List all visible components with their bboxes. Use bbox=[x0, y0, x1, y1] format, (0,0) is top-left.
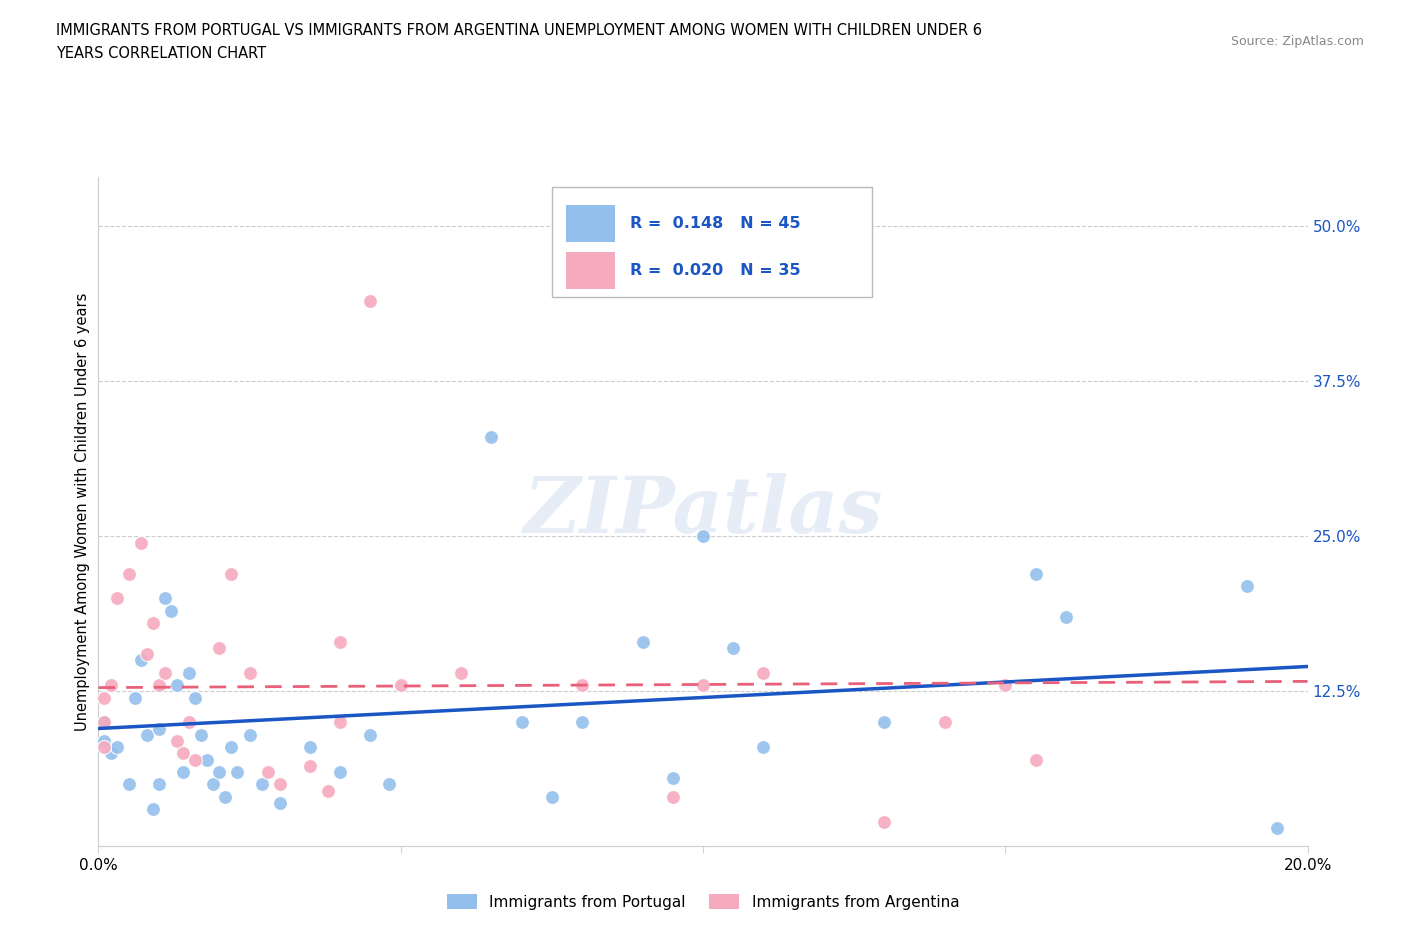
Point bbox=[214, 790, 236, 804]
Point bbox=[142, 802, 165, 817]
Point bbox=[1024, 752, 1046, 767]
Point bbox=[93, 690, 115, 705]
Point bbox=[299, 758, 322, 773]
Point bbox=[299, 739, 322, 754]
Point bbox=[129, 653, 152, 668]
Point bbox=[571, 715, 593, 730]
Point bbox=[118, 777, 141, 791]
Point bbox=[129, 535, 152, 550]
Point bbox=[179, 715, 201, 730]
Text: R =  0.020   N = 35: R = 0.020 N = 35 bbox=[630, 263, 801, 278]
Point bbox=[93, 715, 115, 730]
Point bbox=[752, 665, 775, 680]
Point bbox=[329, 715, 352, 730]
Point bbox=[360, 727, 382, 742]
Point bbox=[540, 790, 562, 804]
Point bbox=[269, 795, 291, 810]
Point bbox=[93, 734, 115, 749]
Point bbox=[994, 678, 1017, 693]
Point bbox=[1236, 578, 1258, 593]
Point bbox=[148, 678, 170, 693]
Point bbox=[221, 739, 243, 754]
Point bbox=[329, 634, 352, 649]
Point bbox=[481, 430, 503, 445]
Y-axis label: Unemployment Among Women with Children Under 6 years: Unemployment Among Women with Children U… bbox=[75, 292, 90, 731]
Point bbox=[93, 715, 115, 730]
Point bbox=[226, 764, 249, 779]
Point bbox=[571, 678, 593, 693]
Point bbox=[172, 746, 194, 761]
Point bbox=[377, 777, 399, 791]
Point bbox=[166, 678, 188, 693]
Point bbox=[166, 734, 188, 749]
Point bbox=[105, 591, 128, 605]
Point bbox=[692, 678, 714, 693]
Point bbox=[100, 678, 122, 693]
Text: IMMIGRANTS FROM PORTUGAL VS IMMIGRANTS FROM ARGENTINA UNEMPLOYMENT AMONG WOMEN W: IMMIGRANTS FROM PORTUGAL VS IMMIGRANTS F… bbox=[56, 23, 983, 38]
FancyBboxPatch shape bbox=[553, 187, 872, 298]
Point bbox=[184, 752, 207, 767]
Point bbox=[692, 529, 714, 544]
Point bbox=[100, 746, 122, 761]
Point bbox=[202, 777, 225, 791]
Point bbox=[118, 566, 141, 581]
Point bbox=[239, 727, 262, 742]
Point bbox=[250, 777, 273, 791]
Text: YEARS CORRELATION CHART: YEARS CORRELATION CHART bbox=[56, 46, 266, 61]
Point bbox=[160, 604, 183, 618]
Point bbox=[329, 764, 352, 779]
Point bbox=[631, 634, 654, 649]
Point bbox=[221, 566, 243, 581]
Point bbox=[135, 646, 157, 661]
Point bbox=[239, 665, 262, 680]
Point bbox=[148, 721, 170, 736]
Point bbox=[184, 690, 207, 705]
Point bbox=[1054, 609, 1077, 624]
Point bbox=[510, 715, 533, 730]
FancyBboxPatch shape bbox=[567, 252, 614, 289]
Point bbox=[195, 752, 218, 767]
Point bbox=[269, 777, 291, 791]
Point bbox=[93, 739, 115, 754]
Point bbox=[208, 764, 231, 779]
Point bbox=[662, 790, 685, 804]
Point bbox=[208, 641, 231, 656]
Point bbox=[389, 678, 412, 693]
Text: ZIPatlas: ZIPatlas bbox=[523, 473, 883, 550]
Text: R =  0.148   N = 45: R = 0.148 N = 45 bbox=[630, 216, 801, 231]
Point bbox=[142, 616, 165, 631]
Point bbox=[934, 715, 956, 730]
Point bbox=[172, 764, 194, 779]
Text: Source: ZipAtlas.com: Source: ZipAtlas.com bbox=[1230, 35, 1364, 48]
Point bbox=[256, 764, 278, 779]
Point bbox=[153, 591, 176, 605]
Point bbox=[153, 665, 176, 680]
Point bbox=[135, 727, 157, 742]
Legend: Immigrants from Portugal, Immigrants from Argentina: Immigrants from Portugal, Immigrants fro… bbox=[440, 887, 966, 916]
Point bbox=[752, 739, 775, 754]
Point bbox=[190, 727, 212, 742]
Point bbox=[723, 641, 745, 656]
Point bbox=[124, 690, 146, 705]
Point bbox=[179, 665, 201, 680]
Point bbox=[105, 739, 128, 754]
Point bbox=[360, 293, 382, 308]
Point bbox=[662, 771, 685, 786]
Point bbox=[873, 715, 896, 730]
FancyBboxPatch shape bbox=[567, 206, 614, 242]
Point bbox=[148, 777, 170, 791]
Point bbox=[1024, 566, 1046, 581]
Point bbox=[450, 665, 472, 680]
Point bbox=[316, 783, 339, 798]
Point bbox=[873, 814, 896, 829]
Point bbox=[1267, 820, 1289, 835]
